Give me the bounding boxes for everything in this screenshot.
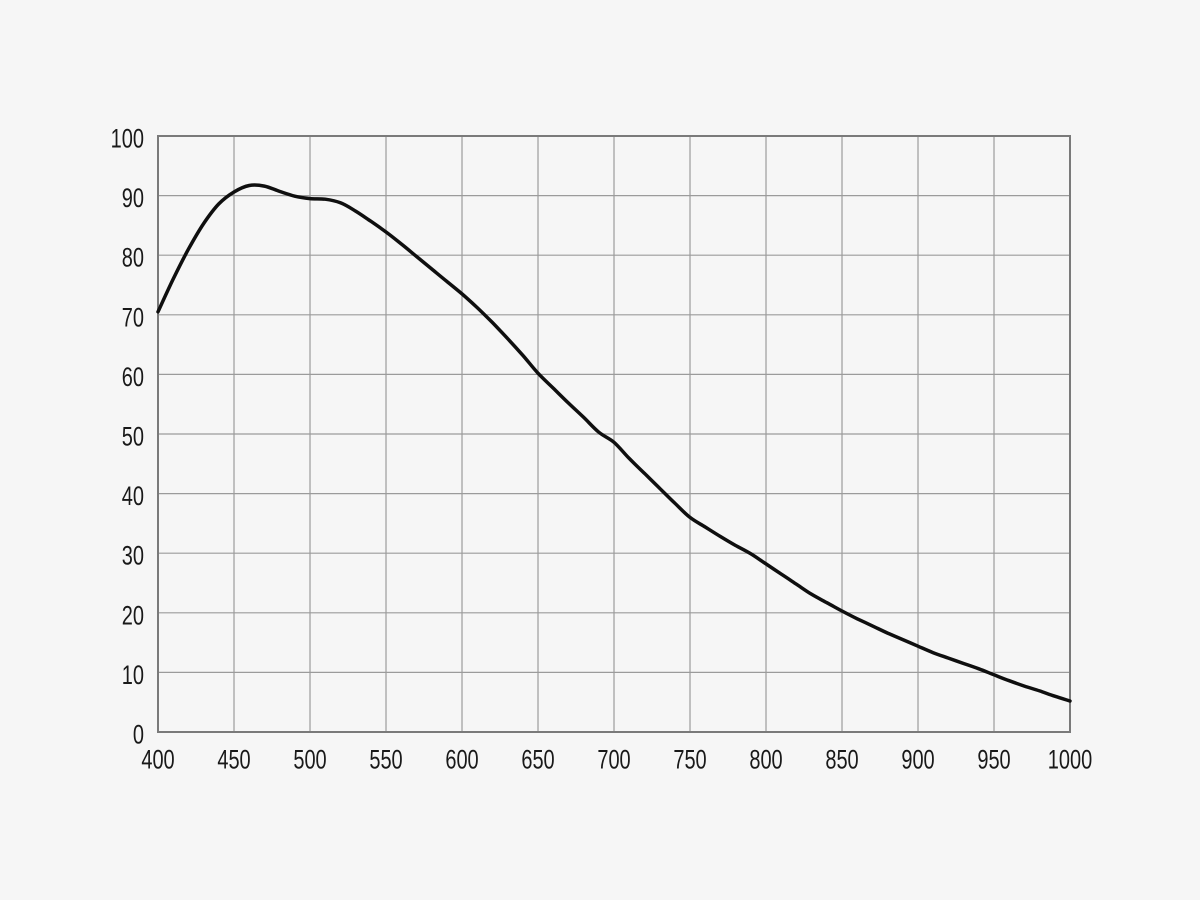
x-tick-label: 400 <box>141 745 174 776</box>
x-tick-label: 950 <box>977 745 1010 776</box>
plot-border <box>157 135 1071 733</box>
x-tick-label: 700 <box>597 745 630 776</box>
y-tick-label: 100 <box>111 124 144 155</box>
x-tick-label: 850 <box>825 745 858 776</box>
y-tick-label: 80 <box>122 243 144 274</box>
y-tick-label: 90 <box>122 183 144 214</box>
y-tick-label: 70 <box>122 302 144 333</box>
y-tick-label: 10 <box>122 660 144 691</box>
data-curve <box>156 183 1072 703</box>
x-tick-label: 750 <box>673 745 706 776</box>
x-tick-label: 600 <box>445 745 478 776</box>
x-tick-label: 500 <box>293 745 326 776</box>
y-tick-label: 20 <box>122 600 144 631</box>
x-tick-label: 900 <box>901 745 934 776</box>
y-tick-label: 40 <box>122 481 144 512</box>
x-tick-label: 450 <box>217 745 250 776</box>
x-tick-label: 800 <box>749 745 782 776</box>
x-tick-label: 650 <box>521 745 554 776</box>
y-tick-label: 60 <box>122 362 144 393</box>
y-tick-label: 30 <box>122 541 144 572</box>
x-tick-label: 1000 <box>1048 745 1092 776</box>
x-tick-label: 550 <box>369 745 402 776</box>
y-tick-label: 0 <box>133 720 144 751</box>
y-tick-label: 50 <box>122 422 144 453</box>
